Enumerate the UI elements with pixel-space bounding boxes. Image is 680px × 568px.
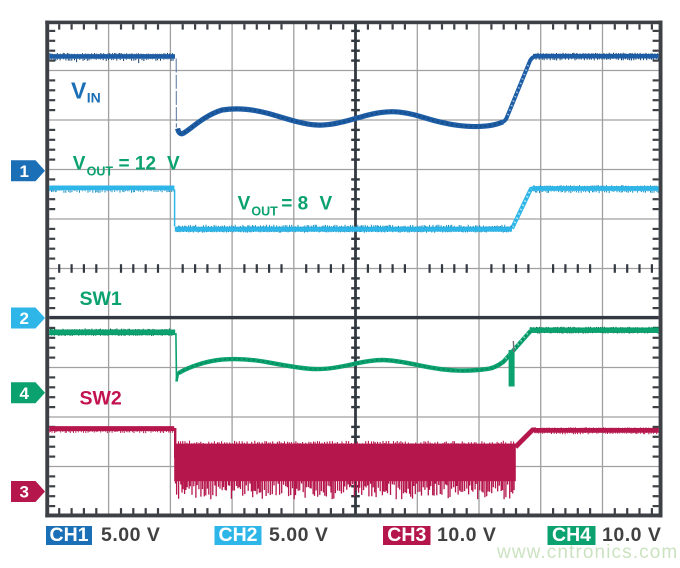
svg-text:www.cntronics.com: www.cntronics.com — [496, 542, 678, 563]
svg-text:SW2: SW2 — [80, 387, 122, 409]
svg-text:= 12: = 12 — [119, 153, 157, 174]
svg-text:4: 4 — [19, 384, 29, 403]
svg-text:2: 2 — [19, 309, 28, 328]
svg-text:10.0 V: 10.0 V — [602, 524, 661, 546]
svg-text:V: V — [73, 153, 86, 174]
svg-text:CH4: CH4 — [552, 524, 591, 546]
svg-text:CH3: CH3 — [387, 524, 426, 546]
svg-text:OUT: OUT — [251, 205, 278, 219]
svg-text:CH2: CH2 — [218, 524, 257, 546]
svg-text:V: V — [238, 193, 251, 214]
svg-text:5.00 V: 5.00 V — [269, 524, 328, 546]
svg-text:V: V — [71, 77, 87, 103]
svg-text:5.00 V: 5.00 V — [101, 524, 160, 546]
svg-text:IN: IN — [87, 89, 101, 105]
svg-text:OUT: OUT — [87, 165, 114, 179]
svg-text:3: 3 — [19, 483, 28, 502]
svg-text:= 8: = 8 — [281, 193, 308, 214]
svg-text:10.0 V: 10.0 V — [437, 524, 496, 546]
svg-text:V: V — [320, 193, 333, 214]
svg-text:SW1: SW1 — [80, 288, 122, 310]
svg-text:CH1: CH1 — [49, 524, 88, 546]
svg-text:V: V — [167, 153, 180, 174]
svg-text:1: 1 — [19, 162, 28, 181]
